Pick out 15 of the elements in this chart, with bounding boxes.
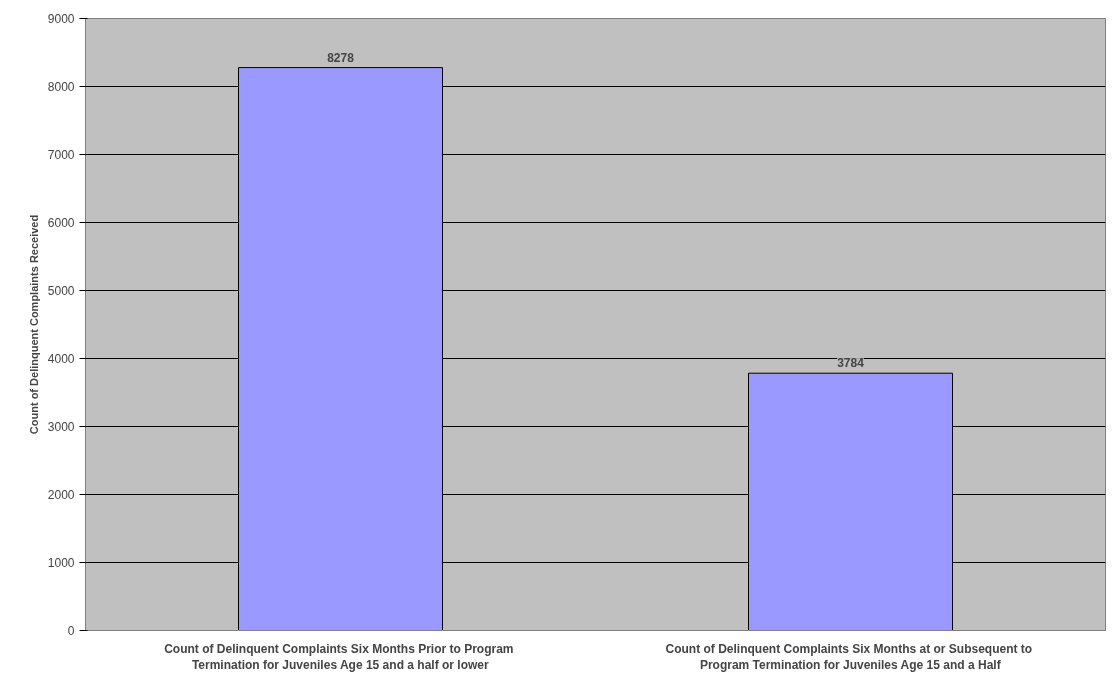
y-tick-label: 5000 (47, 284, 75, 298)
data-label: 3784 (837, 356, 865, 371)
y-axis-title: Count of Delinquent Complaints Received (27, 214, 40, 435)
y-tick-label: 9000 (47, 12, 75, 26)
y-tick-label: 1000 (47, 556, 75, 570)
y-tick-label: 6000 (47, 216, 75, 230)
y-tick-label: 2000 (47, 488, 75, 502)
y-tick-label: 4000 (47, 352, 75, 366)
x-tick-label: Count of Delinquent Complaints Six Months at or Subsequent to Program Termination for Juveniles Age 15 and a Half (665, 641, 1033, 673)
data-label: 8278 (327, 50, 355, 65)
y-tick-label: 7000 (47, 148, 75, 162)
y-tick-label: 3000 (47, 420, 75, 434)
y-tick-label: 8000 (47, 80, 75, 94)
y-tick-label: 0 (67, 624, 75, 638)
x-tick-label: Count of Delinquent Complaints Six Months Prior to Program Termination for Juveniles Age 15 and a half or lower (164, 641, 514, 673)
